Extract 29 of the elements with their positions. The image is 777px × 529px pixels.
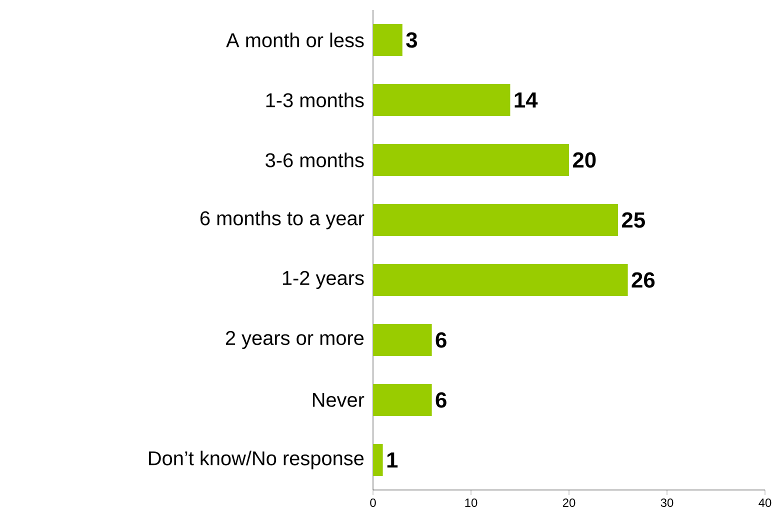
x-tick-label: 0 — [370, 498, 376, 507]
bar — [373, 264, 628, 296]
data-label: 6 — [436, 332, 446, 348]
data-label: 6 — [436, 392, 446, 408]
x-tick-label: 40 — [758, 498, 772, 507]
data-label: 25 — [622, 212, 645, 228]
data-label: 3 — [406, 32, 418, 48]
bar — [373, 84, 510, 116]
y-tick-label: A month or less — [226, 32, 364, 48]
bar — [373, 324, 432, 356]
y-tick-label: 2 years or more — [226, 330, 364, 350]
data-label: 1 — [387, 452, 398, 468]
bar — [373, 24, 402, 56]
bar — [373, 144, 570, 176]
bar — [373, 444, 383, 476]
y-tick-label: Don’t know/No response — [149, 450, 364, 470]
y-tick-label: 3-6 months — [266, 152, 364, 168]
y-tick-label: 1-2 years — [282, 270, 364, 290]
data-label: 14 — [514, 92, 538, 108]
y-tick-label: Never — [312, 393, 364, 407]
data-label: 26 — [632, 272, 655, 288]
x-tick-label: 30 — [660, 498, 674, 507]
y-tick-label: 1-3 months — [266, 92, 364, 108]
bar — [373, 204, 618, 236]
x-tick-label: 20 — [562, 498, 576, 507]
x-tick-label: 10 — [465, 498, 478, 507]
bar — [373, 384, 432, 416]
data-label: 20 — [572, 152, 596, 168]
y-tick-label: 6 months to a year — [200, 210, 364, 230]
